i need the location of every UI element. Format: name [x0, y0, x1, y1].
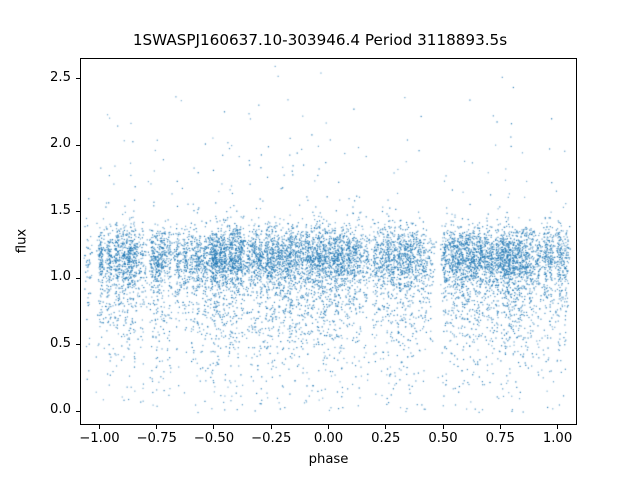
- y-tick-mark: [76, 344, 80, 346]
- x-tick-label: 0.00: [313, 431, 344, 446]
- x-tick-label: −1.00: [79, 431, 120, 446]
- x-tick-mark: [270, 425, 272, 429]
- x-tick-mark: [557, 425, 559, 429]
- chart-title: 1SWASPJ160637.10-303946.4 Period 3118893…: [132, 31, 508, 49]
- x-tick-label: 0.50: [428, 431, 458, 446]
- x-tick-mark: [442, 425, 444, 429]
- y-tick-mark: [76, 144, 80, 146]
- x-tick-mark: [385, 425, 387, 429]
- x-tick-label: 0.75: [485, 431, 515, 446]
- scatter-points-layer: [81, 59, 576, 424]
- x-tick-mark: [499, 425, 501, 429]
- x-tick-mark: [213, 425, 215, 429]
- y-tick-mark: [76, 277, 80, 279]
- x-tick-label: −0.50: [193, 431, 235, 446]
- y-tick-mark: [76, 78, 80, 80]
- x-tick-label: −0.75: [136, 431, 177, 446]
- x-axis-label: phase: [308, 452, 349, 467]
- x-tick-label: 0.25: [371, 431, 401, 446]
- x-tick-mark: [156, 425, 158, 429]
- x-tick-label: 1.00: [542, 431, 573, 446]
- x-tick-mark: [328, 425, 329, 429]
- y-axis-label: flux: [14, 228, 30, 254]
- y-tick-mark: [76, 410, 80, 412]
- plot-axes-area: [80, 58, 577, 425]
- x-tick-label: −0.25: [251, 431, 292, 446]
- y-tick-mark: [76, 211, 80, 213]
- x-tick-mark: [98, 425, 100, 429]
